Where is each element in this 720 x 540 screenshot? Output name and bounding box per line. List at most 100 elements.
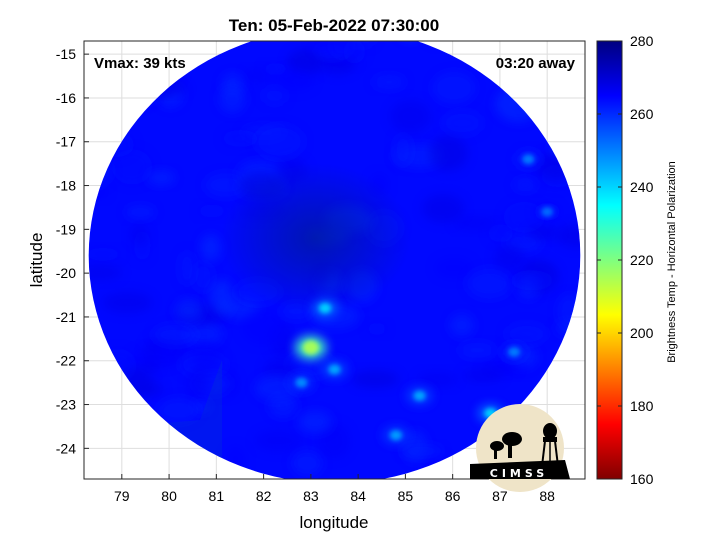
texture-patch <box>186 322 223 346</box>
texture-patch <box>291 450 323 476</box>
texture-patch <box>191 340 222 374</box>
cimss-logo: CIMSS <box>470 404 570 492</box>
y-tick-label: -20 <box>56 265 76 281</box>
texture-patch <box>494 245 526 271</box>
texture-patch <box>262 86 288 105</box>
colorbar-tick-label: 240 <box>630 179 654 195</box>
x-axis-label: longitude <box>299 513 368 532</box>
texture-patch <box>351 370 400 388</box>
x-tick-label: 84 <box>350 488 366 504</box>
colorbar-ticks: 160 180 200 220 240 260 280 <box>597 33 654 487</box>
texture-patch <box>254 124 305 159</box>
texture-patch <box>441 110 484 136</box>
texture-patch <box>125 205 156 219</box>
texture-patch <box>527 225 560 240</box>
plot-frame <box>83 40 586 480</box>
texture-patch <box>187 368 211 398</box>
texture-patch <box>129 348 180 367</box>
texture-patch <box>264 358 299 382</box>
texture-patch <box>254 429 303 452</box>
texture-patch <box>102 291 153 314</box>
texture-patch <box>416 371 458 388</box>
axis-ticks: 79 80 81 82 83 84 85 86 87 88 -15 -16 -17 -18 -19 -20 -2… <box>56 46 555 504</box>
colorbar <box>596 40 623 480</box>
texture-patch <box>244 68 268 83</box>
x-tick-label: 81 <box>209 488 225 504</box>
warm-spot <box>295 377 308 388</box>
texture-patch <box>466 268 512 299</box>
texture-patch <box>275 69 315 92</box>
warm-spot <box>328 364 341 375</box>
cimss-logo-base <box>470 460 570 479</box>
satellite-dish-icon <box>490 432 522 459</box>
x-tick-label: 83 <box>303 488 319 504</box>
colorbar-tick-label: 200 <box>630 325 654 341</box>
time-offset-label: 03:20 away <box>496 55 576 72</box>
texture-patch <box>197 204 226 218</box>
texture-patch <box>160 17 179 39</box>
texture-patch <box>488 224 514 243</box>
y-tick-label: -21 <box>56 309 76 325</box>
x-tick-label: 88 <box>539 488 555 504</box>
texture-patch <box>298 411 332 434</box>
warm-spot <box>389 430 402 441</box>
y-tick-label: -17 <box>56 134 76 150</box>
texture-patch <box>399 444 444 458</box>
warm-spot <box>541 206 554 217</box>
texture-patch <box>317 423 351 459</box>
warm-features <box>288 150 561 445</box>
warm-spot <box>319 303 332 314</box>
texture-patch <box>218 85 246 113</box>
x-tick-label: 87 <box>492 488 508 504</box>
texture-patch <box>428 135 468 171</box>
cold-center <box>220 163 411 314</box>
texture-patch <box>222 129 259 147</box>
colorbar-tick-label: 160 <box>630 471 654 487</box>
texture-patch <box>88 248 121 261</box>
texture-patch <box>393 133 413 167</box>
x-tick-label: 82 <box>256 488 272 504</box>
texture-patch <box>158 397 200 423</box>
texture-patch <box>453 216 497 231</box>
y-tick-label: -23 <box>56 397 76 413</box>
texture-patch <box>512 178 538 192</box>
warm-spot <box>522 154 535 165</box>
x-tick-label: 80 <box>161 488 177 504</box>
texture-patch <box>130 223 149 246</box>
texture-patch <box>88 264 123 281</box>
colorbar-tick-label: 280 <box>630 33 654 49</box>
texture-patch <box>458 342 496 358</box>
texture-patch <box>152 324 198 345</box>
warm-spot <box>413 390 426 401</box>
chart-title: Ten: 05-Feb-2022 07:30:00 <box>229 16 439 35</box>
texture-patch <box>503 201 545 233</box>
texture-patch <box>147 170 175 185</box>
texture-patch <box>557 224 581 248</box>
texture-patch <box>449 313 474 337</box>
x-tick-label: 86 <box>445 488 461 504</box>
y-tick-label: -16 <box>56 90 76 106</box>
texture-patch <box>462 368 504 383</box>
texture-patch <box>389 99 432 133</box>
texture-patch <box>112 149 153 185</box>
texture-patch <box>204 173 248 197</box>
y-tick-label: -15 <box>56 46 76 62</box>
warm-spot <box>302 340 319 355</box>
texture-patch <box>505 322 548 346</box>
y-axis-label: latitude <box>27 233 46 288</box>
texture-patch <box>175 299 203 322</box>
x-tick-label: 79 <box>114 488 130 504</box>
texture-patch <box>241 310 285 345</box>
texture-patch <box>372 75 406 90</box>
colorbar-tick-label: 220 <box>630 252 654 268</box>
texture-patch <box>367 322 387 335</box>
texture-patch <box>200 234 221 262</box>
texture-patch <box>435 257 474 279</box>
cimss-logo-text: CIMSS <box>490 467 548 480</box>
y-tick-label: -19 <box>56 221 76 237</box>
y-tick-label: -18 <box>56 178 76 194</box>
texture-patch <box>178 250 196 286</box>
vmax-label: Vmax: 39 kts <box>94 55 186 72</box>
colorbar-label: Brightness Temp - Horizontal Polarizatio… <box>666 161 678 363</box>
